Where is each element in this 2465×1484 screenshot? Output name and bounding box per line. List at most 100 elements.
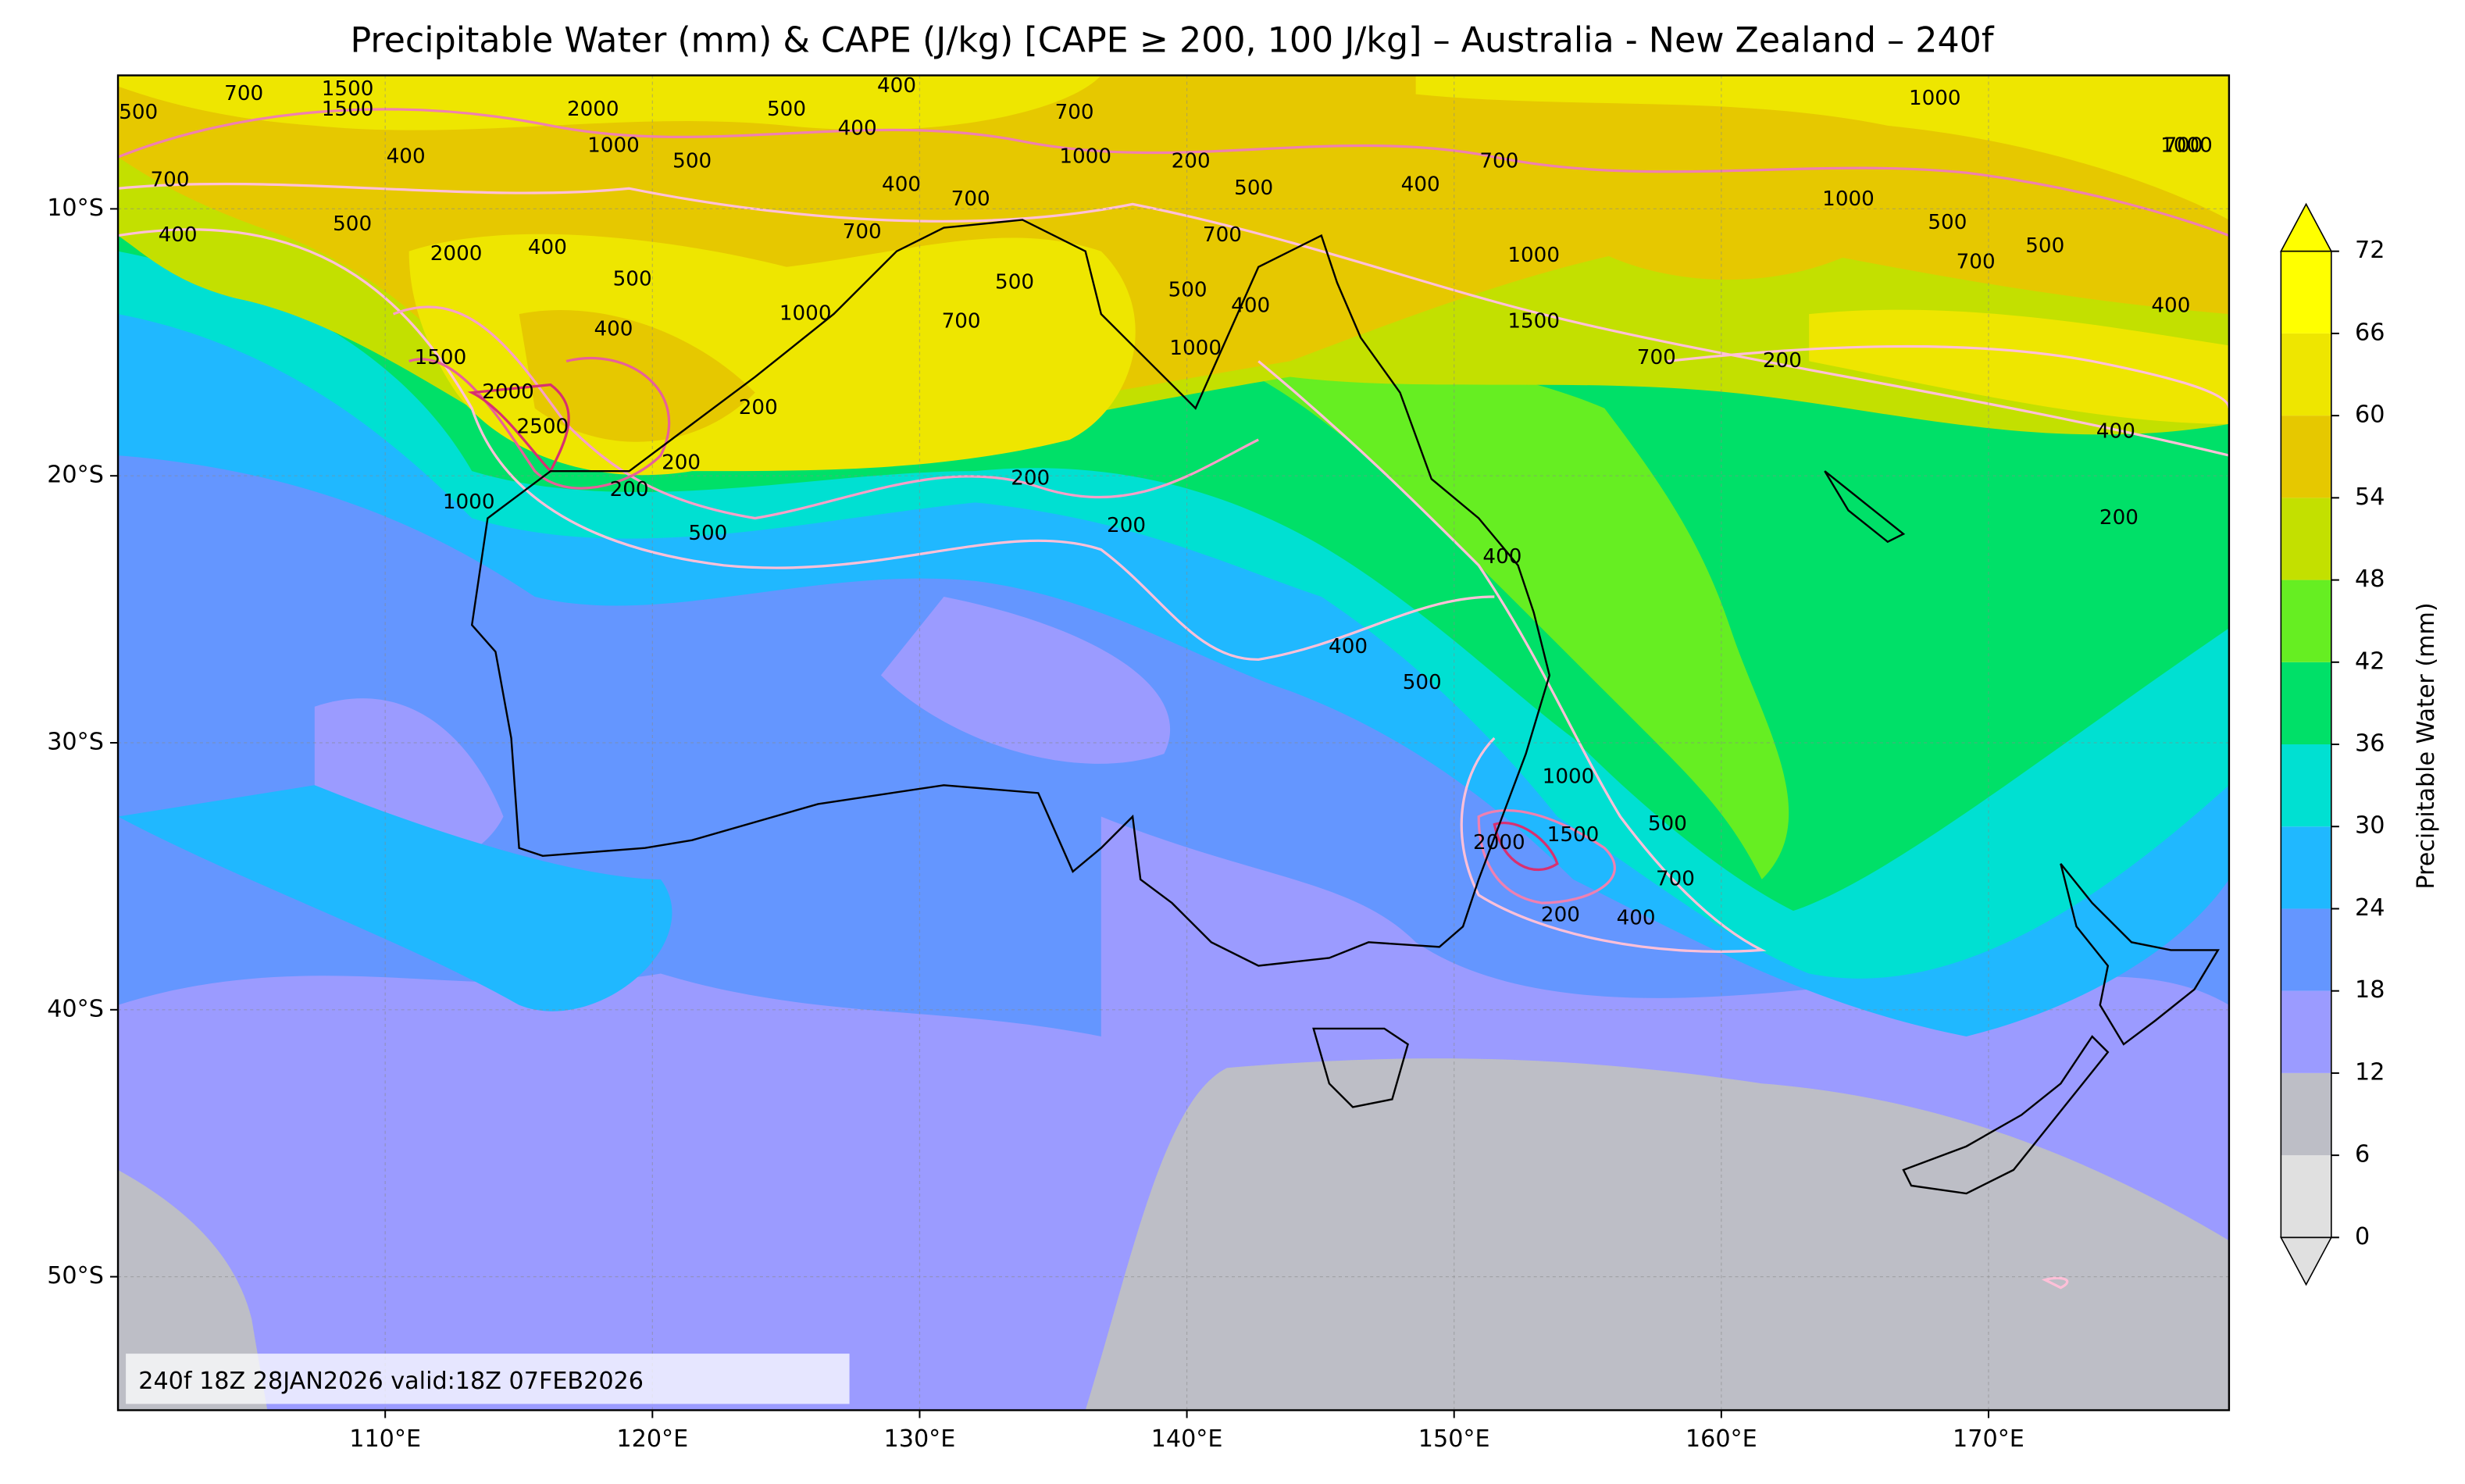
colorbar-bin bbox=[2281, 1072, 2331, 1156]
contour-label: 500 bbox=[333, 212, 372, 236]
contour-label: 500 bbox=[1234, 177, 1273, 200]
contour-label: 200 bbox=[1763, 349, 1802, 373]
x-tick-label: 110°E bbox=[349, 1425, 421, 1453]
contour-label: 400 bbox=[528, 236, 567, 259]
contour-label: 500 bbox=[688, 522, 727, 545]
pw-region bbox=[880, 597, 1171, 764]
x-tick-label: 140°E bbox=[1151, 1425, 1223, 1453]
contour-label: 400 bbox=[2151, 294, 2190, 318]
colorbar-bin bbox=[2281, 744, 2331, 827]
contour-label: 700 bbox=[951, 187, 990, 211]
contour-label: 1500 bbox=[322, 98, 374, 121]
colorbar: 0 6 12 18 24 30 36 42 48 54 60 66 72 bbox=[2280, 202, 2385, 1286]
contour-label: 2000 bbox=[482, 380, 534, 404]
pw-region bbox=[1415, 75, 2229, 220]
contour-label: 700 bbox=[1637, 346, 1676, 369]
contour-label: 200 bbox=[1011, 467, 1050, 491]
contour-label: 500 bbox=[613, 267, 652, 291]
contour-label: 400 bbox=[877, 74, 916, 98]
colorbar-tick-label: 60 bbox=[2355, 401, 2385, 429]
footer-box bbox=[126, 1354, 850, 1404]
colorbar-label: Precipitable Water (mm) bbox=[2413, 602, 2440, 889]
contour-label: 1000 bbox=[2160, 134, 2213, 157]
contour-label: 1500 bbox=[322, 77, 374, 101]
y-tick-label: 30°S bbox=[47, 729, 104, 756]
x-tick-label: 150°E bbox=[1418, 1425, 1490, 1453]
colorbar-bin bbox=[2281, 333, 2331, 416]
contour-label: 1000 bbox=[1507, 244, 1560, 267]
colorbar-bin bbox=[2281, 251, 2331, 334]
contour-label: 700 bbox=[843, 220, 882, 244]
contour-label: 500 bbox=[1168, 278, 1208, 301]
y-tick-label: 10°S bbox=[47, 194, 104, 222]
contour-label: 700 bbox=[151, 169, 190, 192]
x-tick-label: 170°E bbox=[1953, 1425, 2024, 1453]
contour-label: 200 bbox=[662, 451, 701, 475]
contour-label: 700 bbox=[1203, 223, 1242, 247]
contour-label: 500 bbox=[1648, 812, 1687, 836]
cape-contours bbox=[118, 108, 2229, 1290]
contour-label: 700 bbox=[1656, 867, 1695, 890]
contour-label: 400 bbox=[159, 223, 198, 247]
colorbar-tick-label: 72 bbox=[2355, 237, 2385, 264]
coastlines bbox=[470, 219, 2220, 1195]
contour-label: 1500 bbox=[1547, 823, 1600, 847]
pw-field bbox=[118, 75, 2229, 1411]
pw-region bbox=[1573, 184, 1857, 280]
y-tick-label: 50°S bbox=[47, 1262, 104, 1290]
colorbar-bin bbox=[2281, 416, 2331, 498]
contour-label: 500 bbox=[767, 98, 806, 121]
contour-label: 400 bbox=[1482, 545, 1521, 569]
contour-label: 400 bbox=[1401, 173, 1440, 197]
colorbar-tick-label: 0 bbox=[2355, 1223, 2370, 1250]
contour-label: 700 bbox=[1957, 250, 1996, 273]
contour-label: 500 bbox=[1928, 211, 1967, 234]
contour-label: 1000 bbox=[1169, 337, 1222, 360]
contour-label: 500 bbox=[995, 270, 1034, 294]
colorbar-tick-label: 24 bbox=[2355, 894, 2385, 922]
contour-label: 700 bbox=[2164, 134, 2203, 157]
colorbar-bin bbox=[2281, 908, 2331, 991]
contour-label: 1000 bbox=[1909, 87, 1961, 110]
pw-region bbox=[118, 75, 1101, 130]
title: Precipitable Water (mm) & CAPE (J/kg) [C… bbox=[350, 20, 1994, 60]
contour-label: 400 bbox=[1329, 635, 1368, 658]
contour-label: 500 bbox=[119, 101, 158, 124]
contour-label: 2000 bbox=[1473, 831, 1525, 854]
contour-label: 1000 bbox=[1059, 145, 1111, 169]
x-tick-label: 130°E bbox=[884, 1425, 956, 1453]
pw-region bbox=[118, 785, 672, 1011]
contour-label: 1000 bbox=[1822, 187, 1875, 211]
colorbar-tick-label: 6 bbox=[2355, 1141, 2370, 1168]
colorbar-tick-label: 12 bbox=[2355, 1058, 2385, 1086]
contour-label: 2500 bbox=[517, 415, 569, 438]
pw-region bbox=[1085, 1058, 2229, 1411]
contour-label: 400 bbox=[594, 318, 633, 341]
contour-label: 1000 bbox=[1543, 765, 1595, 789]
pw-region bbox=[118, 973, 1151, 1411]
colorbar-tick-label: 18 bbox=[2355, 976, 2385, 1004]
pw-region bbox=[1226, 355, 1789, 879]
y-tick-label: 40°S bbox=[47, 995, 104, 1022]
contour-label: 400 bbox=[882, 173, 921, 197]
contour-label: 200 bbox=[1541, 904, 1580, 927]
contour-label: 700 bbox=[1479, 150, 1518, 173]
pw-region bbox=[519, 309, 755, 442]
colorbar-tick-label: 36 bbox=[2355, 730, 2385, 758]
contour-label: 1500 bbox=[415, 346, 467, 369]
contour-label: 700 bbox=[1055, 101, 1094, 124]
contour-label: 200 bbox=[2099, 506, 2139, 530]
contour-label: 400 bbox=[1617, 907, 1656, 930]
colorbar-tick-label: 30 bbox=[2355, 812, 2385, 840]
contour-label: 1500 bbox=[1507, 310, 1560, 334]
contour-label: 400 bbox=[2096, 419, 2135, 443]
contour-label: 2000 bbox=[430, 242, 483, 266]
x-tick-label: 120°E bbox=[616, 1425, 688, 1453]
axis-ticks: 110°E 120°E 130°E 140°E 150°E 160°E 170°E 10°S 2… bbox=[47, 194, 2024, 1453]
contour-label: 500 bbox=[672, 150, 712, 173]
colorbar-bin bbox=[2281, 498, 2331, 580]
colorbar-bin bbox=[2281, 990, 2331, 1073]
contour-label: 200 bbox=[610, 478, 649, 501]
contour-label: 200 bbox=[1172, 150, 1211, 173]
